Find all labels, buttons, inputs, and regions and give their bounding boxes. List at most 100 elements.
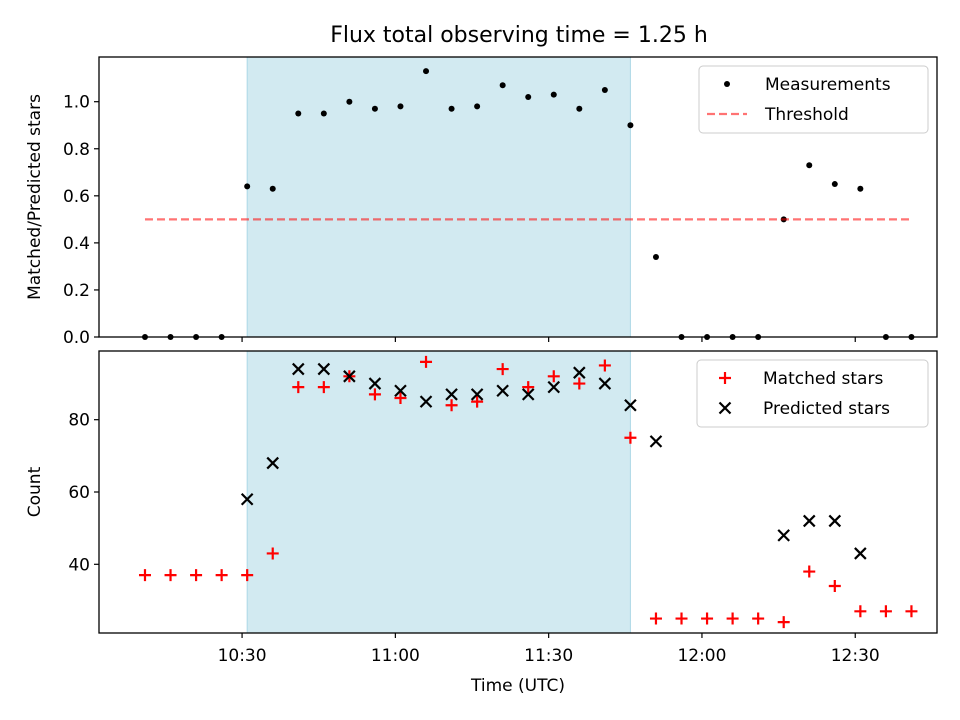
predicted-star-marker — [240, 492, 254, 506]
matched-star-marker — [241, 569, 254, 582]
axes-frame — [98, 350, 938, 634]
measurement-point — [397, 103, 404, 110]
measurement-point — [525, 94, 532, 100]
predicted-star-marker — [649, 435, 663, 448]
y-tick-label: 0.6 — [63, 187, 90, 207]
predicted-star-marker — [573, 366, 586, 379]
measurement-point — [550, 91, 557, 98]
matched-star-marker — [752, 612, 765, 625]
measurement-point — [627, 122, 634, 129]
measurement-point — [346, 98, 353, 105]
legend-label: Predicted stars — [763, 399, 890, 419]
matched-star-marker — [368, 388, 381, 401]
matched-star-marker — [292, 381, 305, 394]
x-tick-label: 12:30 — [831, 646, 880, 666]
matched-star-marker — [726, 612, 739, 625]
top-panel: 0.0 0.2 0.4 0.6 0.8 1.0 Matched/Predicted star… — [25, 56, 938, 348]
y-tick-label: 0.0 — [63, 328, 90, 348]
measurement-point — [601, 86, 608, 93]
matched-star-marker — [420, 355, 433, 368]
measurement-point — [806, 162, 813, 169]
measurement-point — [576, 105, 583, 112]
observing-span — [246, 56, 631, 338]
measurement-point — [652, 254, 659, 260]
predicted-star-marker — [394, 384, 407, 398]
measurement-point — [857, 185, 864, 192]
matched-star-marker — [777, 616, 790, 629]
predicted-star-marker — [828, 514, 842, 528]
measurement-point — [499, 82, 506, 89]
measurement-point — [295, 110, 302, 117]
matched-star-marker — [573, 377, 586, 390]
matched-star-marker — [190, 569, 203, 582]
predicted-star-marker — [496, 384, 509, 398]
measurement-point — [269, 185, 276, 192]
predicted-star-marker — [343, 370, 356, 383]
matched-star-marker — [471, 395, 484, 408]
predicted-star-marker — [292, 362, 305, 376]
predicted-star-marker — [854, 547, 867, 560]
predicted-star-marker — [419, 395, 433, 408]
predicted-star-marker — [266, 456, 280, 470]
legend-marker-predicted — [718, 401, 732, 415]
y-tick-label: 0.4 — [63, 234, 90, 254]
matched-star-marker — [266, 547, 279, 560]
matched-star-marker — [445, 399, 458, 412]
axes-frame — [98, 56, 938, 338]
legend: Measurements Threshold — [698, 65, 929, 134]
bottom-panel: 40 60 80 10:30 11:00 11:30 12:00 12:30 Count Time… — [25, 350, 938, 696]
predicted-star-marker — [547, 380, 561, 394]
legend-label: Measurements — [765, 75, 891, 95]
y-tick-label: 80 — [68, 411, 90, 431]
x-tick-label: 10:30 — [218, 646, 267, 666]
legend-marker-measurements — [724, 81, 730, 87]
y-axis-label: Count — [25, 466, 45, 517]
legend-box — [698, 65, 929, 134]
legend: Matched stars Predicted stars — [696, 359, 929, 428]
y-axis-label: Matched/Predicted stars — [25, 94, 45, 300]
matched-star-marker — [164, 569, 177, 582]
y-tick-label: 40 — [68, 555, 90, 575]
matched-star-marker — [598, 359, 611, 372]
matched-star-marker — [394, 392, 407, 404]
measurement-point — [320, 110, 327, 117]
matched-star-marker — [675, 612, 688, 625]
predicted-star-marker — [317, 362, 331, 376]
x-axis-label: Time (UTC) — [470, 676, 565, 696]
legend-marker-matched — [719, 372, 731, 384]
matched-star-marker — [138, 569, 151, 582]
predicted-star-marker — [624, 398, 637, 412]
matched-star-marker — [854, 605, 867, 618]
measurement-point — [448, 105, 455, 112]
matched-star-marker — [624, 431, 637, 444]
matched-star-marker — [496, 363, 509, 376]
predicted-star-marker — [802, 514, 816, 528]
predicted-star-marker — [368, 377, 382, 390]
matched-star-marker — [803, 565, 816, 578]
matched-star-marker — [649, 612, 662, 625]
matched-star-marker — [215, 569, 228, 582]
matched-star-marker — [879, 605, 892, 618]
chart-title: Flux total observing time = 1.25 h — [330, 23, 708, 48]
matched-star-marker — [317, 381, 330, 394]
measurement-point — [474, 103, 481, 110]
matched-star-marker — [828, 580, 841, 592]
matched-star-marker — [522, 381, 535, 394]
predicted-star-marker — [777, 529, 790, 542]
x-tick-label: 11:30 — [524, 646, 573, 666]
measurement-point — [831, 181, 838, 188]
measurement-point — [423, 68, 430, 75]
x-tick-label: 12:00 — [677, 646, 726, 666]
matched-star-marker — [547, 370, 560, 383]
y-tick-label: 1.0 — [63, 93, 90, 113]
predicted-star-marker — [521, 388, 535, 401]
measurement-point — [371, 105, 378, 112]
y-tick-label: 60 — [68, 483, 90, 503]
predicted-star-marker — [598, 377, 612, 390]
legend-label: Matched stars — [763, 369, 883, 389]
measurement-point — [244, 183, 251, 190]
matched-star-marker — [905, 605, 918, 618]
predicted-star-marker — [445, 388, 458, 401]
predicted-star-marker — [470, 388, 484, 401]
